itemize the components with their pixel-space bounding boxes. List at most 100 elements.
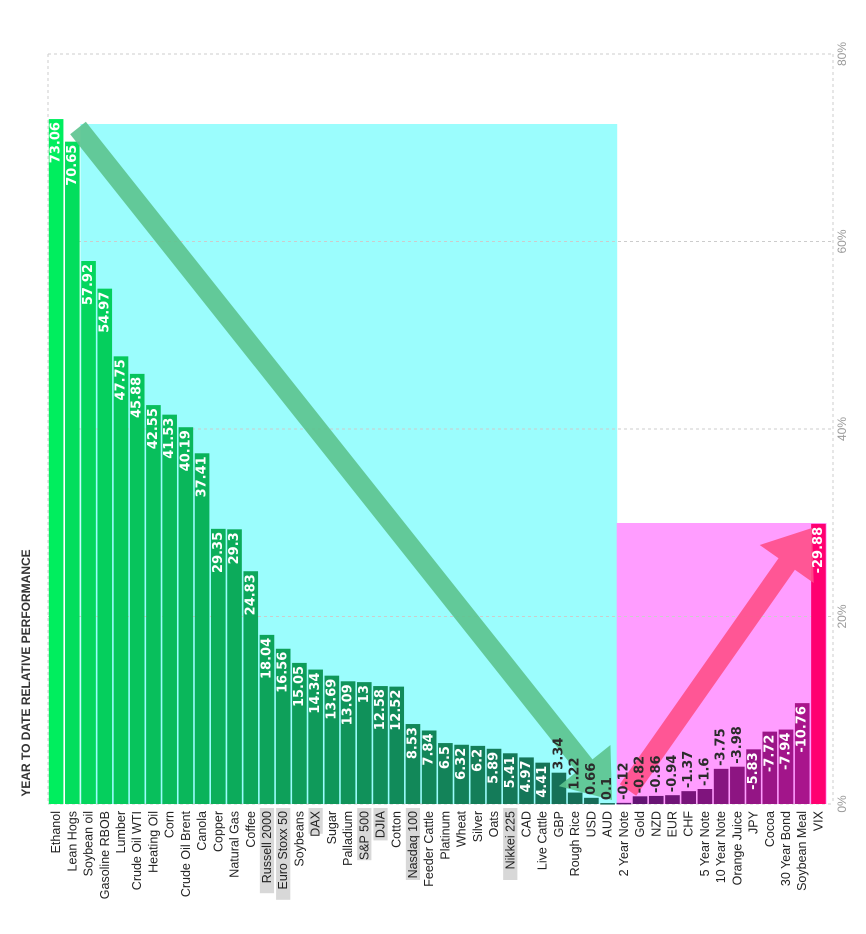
bar xyxy=(454,744,469,804)
category-label: Copper xyxy=(211,811,225,852)
category-label: Cotton xyxy=(390,811,404,848)
category-label: 2 Year Note xyxy=(617,811,631,876)
value-label: -10.76 xyxy=(795,706,810,753)
bar xyxy=(308,669,323,804)
bar xyxy=(567,792,583,804)
category-label: Rough Rice xyxy=(568,811,582,876)
category-label: Crude Oil Brent xyxy=(179,810,193,897)
y-tick-label: 40% xyxy=(835,417,849,441)
value-label: 6.2 xyxy=(470,749,485,772)
value-label: 14.34 xyxy=(308,673,323,714)
value-label: 15.05 xyxy=(292,666,307,707)
value-label: 13 xyxy=(357,685,372,703)
value-label: -0.12 xyxy=(616,762,631,799)
value-label: 24.83 xyxy=(243,574,258,615)
value-label: 29.3 xyxy=(227,532,242,564)
value-label: 37.41 xyxy=(195,456,210,497)
category-label: DAX xyxy=(309,810,323,836)
category-label: AUD xyxy=(601,811,615,837)
bar xyxy=(178,427,194,804)
bar xyxy=(227,529,242,804)
bar xyxy=(356,682,372,804)
bar xyxy=(616,802,632,805)
bar xyxy=(324,675,340,804)
value-label: -0.94 xyxy=(665,755,680,792)
bar xyxy=(519,757,534,804)
category-label: Wheat xyxy=(455,810,469,847)
value-label: -3.98 xyxy=(730,726,745,763)
category-label: Natural Gas xyxy=(228,811,242,878)
bar xyxy=(470,745,486,804)
category-label: NZD xyxy=(649,811,663,837)
bar xyxy=(48,119,64,804)
category-label: Corn xyxy=(163,811,177,838)
value-label: 45.88 xyxy=(130,377,145,418)
category-label: Coffee xyxy=(244,811,258,848)
bar xyxy=(146,405,161,804)
y-axis-ticks: 0% 20% 40% 60% 80% xyxy=(835,42,849,813)
category-label: Platinum xyxy=(438,811,452,860)
bar xyxy=(81,261,96,804)
value-label: 47.75 xyxy=(113,359,128,400)
bar xyxy=(730,766,745,804)
value-label: -5.83 xyxy=(746,752,761,789)
category-highlight xyxy=(308,808,323,834)
value-label: -1.37 xyxy=(681,751,696,788)
category-label: Soybean oil xyxy=(82,811,96,876)
bar xyxy=(211,528,226,804)
bar xyxy=(113,356,129,804)
y-tick-label: 0% xyxy=(835,795,849,813)
category-label: CHF xyxy=(682,811,696,837)
bar xyxy=(65,141,80,804)
category-highlight xyxy=(373,808,388,841)
bar xyxy=(97,288,113,804)
value-label: -0.82 xyxy=(633,756,648,793)
y-tick-label: 20% xyxy=(835,604,849,628)
bar xyxy=(778,729,794,804)
bar xyxy=(584,797,599,804)
category-label: DJIA xyxy=(374,810,388,838)
value-label: 29.35 xyxy=(211,532,226,573)
value-label: 5.41 xyxy=(503,756,518,788)
value-label: -29.88 xyxy=(811,527,826,574)
bar xyxy=(746,749,761,804)
category-label: Gasoline RBOB xyxy=(98,811,112,899)
value-label: 5.89 xyxy=(487,752,502,784)
category-label: Palladium xyxy=(341,811,355,866)
bar xyxy=(405,724,421,804)
bar xyxy=(486,748,502,804)
value-label: 16.56 xyxy=(276,652,291,693)
value-label: 12.58 xyxy=(373,689,388,730)
category-highlight xyxy=(405,808,421,880)
bar xyxy=(762,731,778,804)
category-label: Soybeans xyxy=(292,811,306,867)
y-tick-label: 60% xyxy=(835,229,849,253)
bar xyxy=(438,743,453,804)
value-label: -7.72 xyxy=(762,735,777,772)
bar xyxy=(340,681,356,804)
category-label: Live Cattle xyxy=(536,811,550,870)
category-label: Nikkei 225 xyxy=(503,811,517,869)
category-label: Canola xyxy=(195,811,209,851)
category-highlight xyxy=(259,808,275,894)
value-label: -0.86 xyxy=(649,755,664,792)
y-tick-label: 80% xyxy=(835,42,849,66)
category-labels: Ethanol Lean Hogs Soybean oil Gasoline RBOB… xyxy=(49,808,825,900)
value-label: 54.97 xyxy=(97,292,112,333)
bar xyxy=(665,795,680,804)
bar xyxy=(373,686,388,804)
bar xyxy=(292,662,307,804)
category-label: Heating Oil xyxy=(146,811,160,873)
bar xyxy=(535,762,551,804)
category-label: Lean Hogs xyxy=(65,811,79,871)
category-label: GBP xyxy=(552,811,566,837)
value-label: 1.22 xyxy=(568,757,583,789)
category-label: Lumber xyxy=(114,811,128,853)
category-label: JPY xyxy=(747,810,761,834)
category-label: 5 Year Note xyxy=(698,811,712,876)
bar xyxy=(648,795,664,804)
category-label: Gold xyxy=(633,811,647,837)
category-highlight xyxy=(503,808,518,880)
category-label: USD xyxy=(584,811,598,837)
